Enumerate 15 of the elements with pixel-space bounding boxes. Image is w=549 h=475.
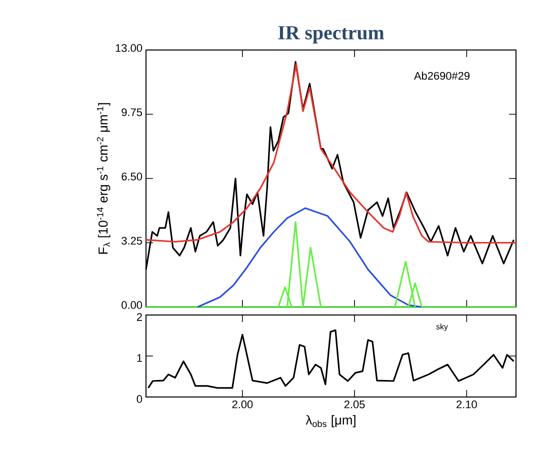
x-tick-label: 2.05 [344, 400, 365, 408]
y-tick-label: 0.00 [122, 301, 142, 309]
y-tick-label: 9.75 [122, 108, 142, 116]
y-tick-label: 2 [136, 313, 142, 321]
x-tick-label: 2.00 [232, 400, 253, 408]
chart-title: IR spectrum [278, 26, 384, 44]
x-axis-title: λ$_{obs}$ [μm] [306, 415, 356, 428]
x-tick-label: 2.10 [456, 400, 477, 408]
y-tick-label: 1 [137, 354, 142, 362]
y-tick-label: 6.50 [122, 172, 142, 180]
text: F$_{λ}$ [10$^{-14}$ erg s$^{-1}$ cm$^{-2}$ μm$^{-1}$] [96, 103, 110, 254]
y-tick-label: 13.00 [116, 44, 142, 52]
y-tick-label: 3.25 [122, 236, 142, 245]
y-tick-label: 0 [136, 395, 142, 403]
annotation: Ab2690#29 [414, 72, 470, 80]
